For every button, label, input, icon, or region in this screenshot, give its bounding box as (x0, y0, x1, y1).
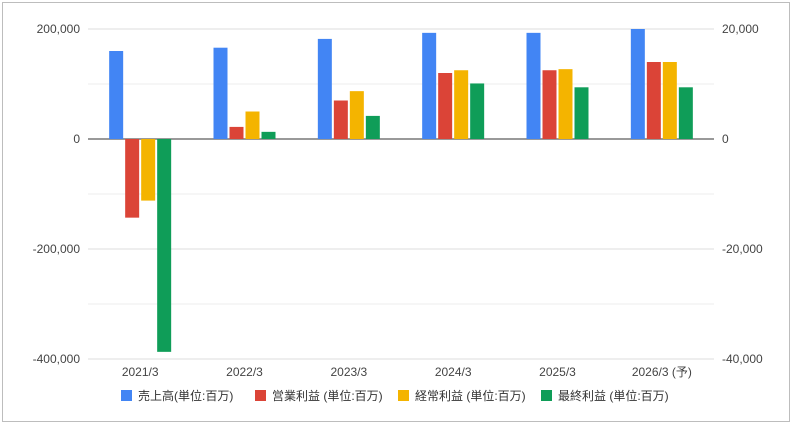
left-axis-ticks: 200,000 0 -200,000 -400,000 (33, 22, 81, 366)
bar-1-5 (526, 32, 541, 139)
bar-1-3 (317, 38, 332, 139)
bar-2-5 (542, 70, 557, 139)
right-tick-label: -20,000 (722, 242, 763, 256)
right-tick-label: 0 (722, 132, 729, 146)
right-tick-label: -40,000 (722, 352, 763, 366)
bar-4-1 (157, 139, 172, 352)
bar-1-4 (422, 32, 437, 139)
right-tick-label: 20,000 (722, 22, 759, 36)
bar-1-6 (630, 29, 645, 139)
bar-2-1 (125, 139, 140, 218)
bar-4-5 (574, 87, 589, 139)
bar-4-2 (261, 131, 276, 139)
category-label: 2022/3 (226, 365, 263, 379)
bar-3-4 (454, 70, 469, 139)
bar-4-6 (678, 87, 693, 139)
legend-swatch (398, 390, 409, 401)
bar-4-4 (470, 83, 485, 139)
left-tick-label: 0 (73, 132, 80, 146)
bar-3-1 (141, 139, 156, 201)
bar-2-3 (333, 100, 348, 139)
legend-swatch (541, 390, 552, 401)
legend: 売上高(単位:百万) 営業利益 (単位:百万) 経常利益 (単位:百万) 最終利益 (… (121, 388, 669, 403)
bar-3-5 (558, 69, 573, 139)
left-tick-label: -200,000 (33, 242, 81, 256)
legend-swatch (121, 390, 132, 401)
bar-1-2 (213, 47, 228, 140)
category-label: 2023/3 (330, 365, 367, 379)
category-label: 2024/3 (435, 365, 472, 379)
bar-2-4 (438, 73, 453, 139)
bars (109, 29, 693, 352)
bar-3-3 (349, 91, 364, 139)
category-ticks: 2021/3 2022/3 2023/3 2024/3 2025/3 2026/3 (予) (122, 365, 692, 379)
right-axis-ticks: 20,000 0 -20,000 -40,000 (722, 22, 763, 366)
legend-swatch (255, 390, 266, 401)
left-tick-label: 200,000 (37, 22, 81, 36)
category-label: 2026/3 (予) (632, 365, 692, 379)
bar-2-6 (646, 62, 661, 139)
gridlines (88, 28, 714, 360)
legend-label: 最終利益 (単位:百万) (558, 388, 669, 403)
category-label: 2021/3 (122, 365, 159, 379)
legend-label: 売上高(単位:百万) (138, 388, 233, 403)
category-label: 2025/3 (539, 365, 576, 379)
bar-3-2 (245, 111, 260, 139)
legend-label: 経常利益 (単位:百万) (415, 388, 526, 403)
bar-1-1 (109, 51, 124, 139)
bar-2-2 (229, 126, 244, 139)
bar-3-6 (662, 62, 677, 139)
bar-4-3 (365, 115, 380, 139)
left-tick-label: -400,000 (33, 352, 81, 366)
legend-label: 営業利益 (単位:百万) (272, 388, 383, 403)
